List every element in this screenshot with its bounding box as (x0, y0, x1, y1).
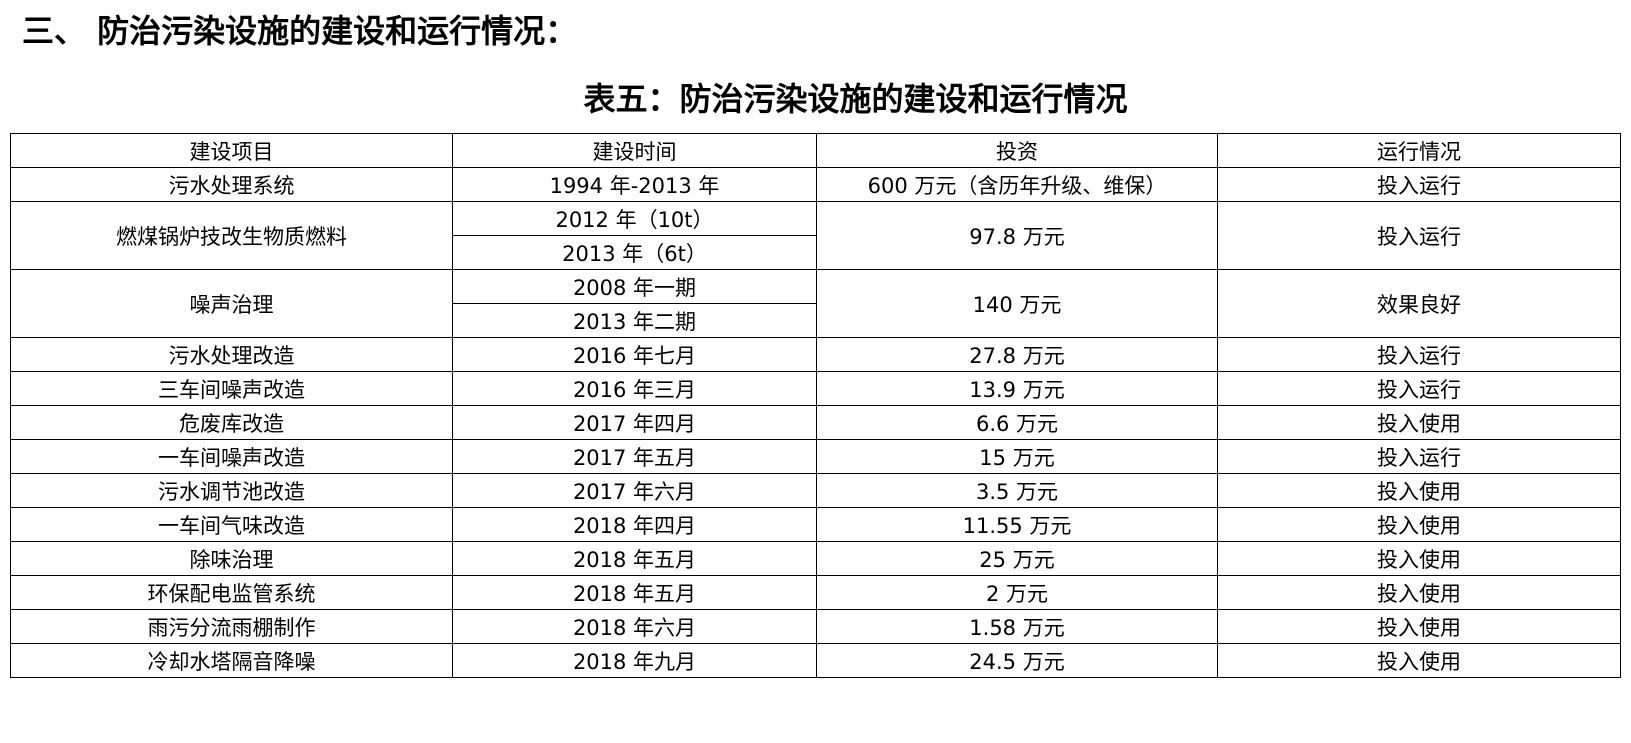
time-cell: 2017 年五月 (452, 439, 817, 474)
status-cell: 投入运行 (1217, 337, 1621, 372)
time-cell: 2016 年三月 (452, 371, 817, 406)
table-row: 冷却水塔隔音降噪 2018 年九月 24.5 万元 投入使用 (10, 643, 1621, 678)
table-row: 污水处理改造 2016 年七月 27.8 万元 投入运行 (10, 337, 1621, 372)
header-cell: 运行情况 (1217, 133, 1621, 168)
investment-cell: 2 万元 (816, 575, 1218, 610)
header-cell: 建设项目 (10, 133, 453, 168)
item-cell: 一车间气味改造 (10, 507, 453, 542)
time-cell: 2018 年九月 (452, 643, 817, 678)
table-row: 2013 年二期 (11, 303, 1621, 338)
investment-cell: 25 万元 (816, 541, 1218, 576)
item-cell: 一车间噪声改造 (10, 439, 453, 474)
item-cell: 危废库改造 (10, 405, 453, 440)
time-cell: 2008 年一期 (452, 269, 817, 304)
item-cell: 污水调节池改造 (10, 473, 453, 508)
investment-cell: 3.5 万元 (816, 473, 1218, 508)
status-cell: 投入运行 (1217, 201, 1621, 270)
investment-cell: 11.55 万元 (816, 507, 1218, 542)
status-cell: 投入运行 (1217, 167, 1621, 202)
table-row: 除味治理 2018 年五月 25 万元 投入使用 (10, 541, 1621, 576)
investment-cell: 15 万元 (816, 439, 1218, 474)
status-cell: 投入运行 (1217, 371, 1621, 406)
table-row: 环保配电监管系统 2018 年五月 2 万元 投入使用 (10, 575, 1621, 610)
investment-cell: 1.58 万元 (816, 609, 1218, 644)
table-row: 三车间噪声改造 2016 年三月 13.9 万元 投入运行 (10, 371, 1621, 406)
table-row: 2013 年（6t） (11, 235, 1621, 270)
time-cell: 2013 年（6t） (452, 235, 817, 270)
item-cell: 三车间噪声改造 (10, 371, 453, 406)
table-row: 一车间噪声改造 2017 年五月 15 万元 投入运行 (10, 439, 1621, 474)
table-row: 燃煤锅炉技改生物质燃料 2012 年（10t） 97.8 万元 投入运行 (10, 201, 1621, 270)
header-cell: 投资 (816, 133, 1218, 168)
time-cell: 1994 年-2013 年 (452, 167, 817, 202)
time-cell: 2018 年五月 (452, 575, 817, 610)
table-row: 危废库改造 2017 年四月 6.6 万元 投入使用 (10, 405, 1621, 440)
table-row: 噪声治理 2008 年一期 140 万元 效果良好 (10, 269, 1621, 338)
item-cell: 污水处理系统 (10, 167, 453, 202)
investment-cell: 13.9 万元 (816, 371, 1218, 406)
status-cell: 投入使用 (1217, 575, 1621, 610)
investment-cell: 24.5 万元 (816, 643, 1218, 678)
time-cell: 2018 年六月 (452, 609, 817, 644)
header-row: 建设项目 建设时间 投资 运行情况 (10, 133, 1621, 168)
time-cell: 2017 年四月 (452, 405, 817, 440)
item-cell: 燃煤锅炉技改生物质燃料 (10, 201, 453, 270)
table-row: 污水处理系统 1994 年-2013 年 600 万元（含历年升级、维保） 投入运行 (10, 167, 1621, 202)
investment-cell: 140 万元 (816, 269, 1218, 338)
status-cell: 投入使用 (1217, 541, 1621, 576)
status-cell: 投入运行 (1217, 439, 1621, 474)
table-row: 雨污分流雨棚制作 2018 年六月 1.58 万元 投入使用 (10, 609, 1621, 644)
item-cell: 除味治理 (10, 541, 453, 576)
item-cell: 冷却水塔隔音降噪 (10, 643, 453, 678)
status-cell: 投入使用 (1217, 609, 1621, 644)
item-cell: 雨污分流雨棚制作 (10, 609, 453, 644)
table: 建设项目 建设时间 投资 运行情况 污水处理系统 1994 年-2013 年 600 万元（… (10, 133, 1621, 678)
item-cell: 污水处理改造 (10, 337, 453, 372)
item-cell: 环保配电监管系统 (10, 575, 453, 610)
time-cell: 2018 年五月 (452, 541, 817, 576)
time-cell: 2012 年（10t） (452, 201, 817, 236)
header-cell: 建设时间 (452, 133, 817, 168)
time-cell: 2013 年二期 (452, 303, 817, 338)
investment-cell: 27.8 万元 (816, 337, 1218, 372)
status-cell: 投入使用 (1217, 405, 1621, 440)
status-cell: 投入使用 (1217, 473, 1621, 508)
time-cell: 2017 年六月 (452, 473, 817, 508)
status-cell: 投入使用 (1217, 643, 1621, 678)
table-caption: 表五：防治污染设施的建设和运行情况 (583, 80, 1128, 118)
investment-cell: 600 万元（含历年升级、维保） (816, 167, 1218, 202)
investment-cell: 6.6 万元 (816, 405, 1218, 440)
status-cell: 投入使用 (1217, 507, 1621, 542)
table-row: 一车间气味改造 2018 年四月 11.55 万元 投入使用 (10, 507, 1621, 542)
table-row: 污水调节池改造 2017 年六月 3.5 万元 投入使用 (10, 473, 1621, 508)
time-cell: 2018 年四月 (452, 507, 817, 542)
section-heading: 三、 防治污染设施的建设和运行情况： (22, 12, 578, 50)
status-cell: 效果良好 (1217, 269, 1621, 338)
time-cell: 2016 年七月 (452, 337, 817, 372)
investment-cell: 97.8 万元 (816, 201, 1218, 270)
item-cell: 噪声治理 (10, 269, 453, 338)
